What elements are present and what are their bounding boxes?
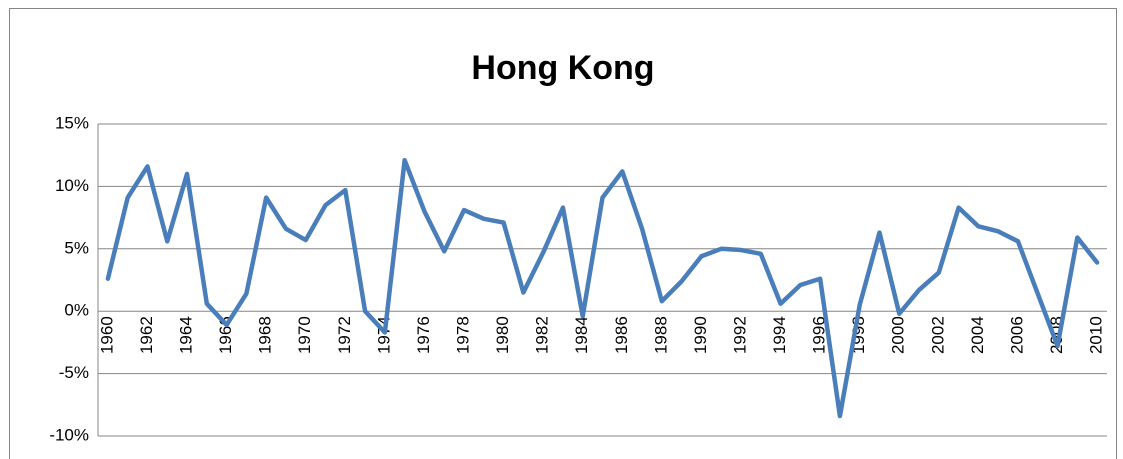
x-tick-label: 2010 <box>1087 316 1106 354</box>
data-line <box>105 157 1100 419</box>
x-tick-label: 1996 <box>810 316 829 354</box>
x-tick-label: 1994 <box>770 316 789 354</box>
y-tick-label: -5% <box>59 363 89 382</box>
x-tick-label: 1962 <box>137 316 156 354</box>
x-tick-label: 2004 <box>968 316 987 354</box>
x-tick-label: 1970 <box>295 316 314 354</box>
y-tick-label: -10% <box>49 425 89 444</box>
x-tick-label: 2002 <box>928 316 947 354</box>
x-tick-label: 2006 <box>1007 316 1026 354</box>
y-tick-label: 10% <box>55 176 89 195</box>
x-tick-label: 1964 <box>177 316 196 354</box>
x-tick-label: 1988 <box>651 316 670 354</box>
x-tick-label: 1976 <box>414 316 433 354</box>
chart-title: Hong Kong <box>471 49 654 87</box>
x-tick-label: 1966 <box>216 316 235 354</box>
x-tick-label: 1960 <box>97 316 116 354</box>
y-tick-label: 15% <box>55 113 89 132</box>
x-tick-label: 1986 <box>612 316 631 354</box>
chart-frame <box>9 8 1117 459</box>
y-tick-label: 5% <box>64 238 89 257</box>
x-tick-label: 1978 <box>453 316 472 354</box>
y-tick-label: 0% <box>64 301 89 320</box>
x-tick-label: 1992 <box>730 316 749 354</box>
x-tick-label: 1980 <box>493 316 512 354</box>
x-tick-label: 1972 <box>335 316 354 354</box>
x-tick-label: 1982 <box>533 316 552 354</box>
x-tick-label: 1990 <box>691 316 710 354</box>
x-tick-label: 2000 <box>889 316 908 354</box>
x-tick-label: 1968 <box>256 316 275 354</box>
x-tick-label: 1984 <box>572 316 591 354</box>
